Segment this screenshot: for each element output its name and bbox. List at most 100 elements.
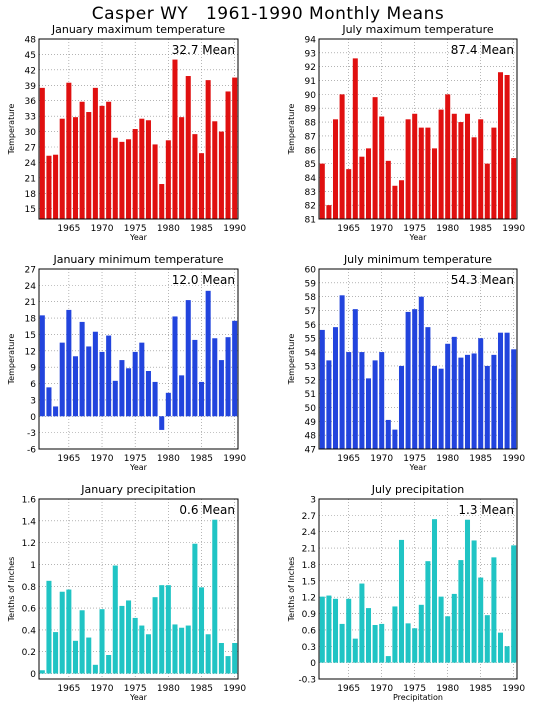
bar bbox=[53, 632, 59, 674]
bar bbox=[326, 595, 332, 663]
x-axis-label: Year bbox=[129, 693, 148, 702]
bar bbox=[66, 589, 72, 674]
bar bbox=[92, 87, 98, 219]
bar bbox=[339, 623, 345, 663]
y-tick-label: 36 bbox=[25, 97, 37, 107]
bar bbox=[172, 624, 178, 674]
bar bbox=[99, 105, 105, 219]
bar bbox=[332, 598, 339, 663]
bar bbox=[491, 557, 497, 663]
bar bbox=[339, 295, 345, 449]
bar bbox=[332, 327, 339, 449]
x-tick-label: 1975 bbox=[403, 684, 426, 694]
bar bbox=[511, 349, 517, 449]
bar bbox=[504, 75, 510, 219]
bar bbox=[412, 309, 418, 449]
bar bbox=[392, 429, 398, 449]
y-tick-label: 88 bbox=[305, 119, 317, 129]
bar bbox=[132, 617, 138, 674]
bar bbox=[119, 605, 125, 674]
y-tick-label: 30 bbox=[25, 128, 37, 138]
bar bbox=[405, 119, 411, 219]
y-tick-label: -3 bbox=[27, 429, 36, 439]
bar bbox=[152, 597, 158, 674]
y-tick-label: 84 bbox=[305, 174, 317, 184]
x-tick-label: 1990 bbox=[223, 454, 246, 464]
mean-label: 54.3 Mean bbox=[451, 273, 514, 287]
y-tick-label: 27 bbox=[25, 266, 36, 276]
x-tick-label: 1965 bbox=[57, 684, 80, 694]
bar bbox=[398, 539, 405, 663]
bar bbox=[326, 360, 332, 449]
plot-frame bbox=[318, 38, 518, 220]
bar bbox=[418, 604, 424, 663]
y-tick-label: 92 bbox=[305, 63, 316, 73]
bar bbox=[359, 352, 365, 449]
bar bbox=[112, 565, 118, 674]
bar bbox=[385, 419, 391, 449]
x-tick-label: 1970 bbox=[370, 684, 393, 694]
bar bbox=[425, 561, 431, 663]
y-tick-label: 49 bbox=[305, 418, 317, 428]
chart-title: January maximum temperature bbox=[51, 23, 225, 36]
x-tick-label: 1985 bbox=[469, 684, 492, 694]
x-tick-label: 1980 bbox=[436, 684, 459, 694]
x-axis-label: Year bbox=[409, 463, 428, 472]
bar bbox=[225, 91, 231, 219]
bar bbox=[491, 354, 497, 449]
y-tick-label: 0.8 bbox=[22, 583, 37, 593]
plot-frame bbox=[38, 38, 239, 220]
bar bbox=[185, 300, 191, 417]
y-tick-label: 15 bbox=[25, 205, 36, 215]
x-tick-label: 1990 bbox=[502, 454, 525, 464]
bar bbox=[165, 392, 171, 417]
bar bbox=[46, 155, 52, 219]
y-tick-label: 47 bbox=[305, 446, 316, 456]
bar bbox=[346, 169, 352, 219]
y-tick-label: 27 bbox=[25, 144, 36, 154]
bar bbox=[99, 609, 105, 674]
y-tick-label: 1.5 bbox=[302, 577, 316, 587]
bar bbox=[225, 656, 231, 674]
x-tick-label: 1990 bbox=[502, 224, 525, 234]
y-tick-label: 39 bbox=[25, 82, 37, 92]
mean-label: 32.7 Mean bbox=[172, 43, 235, 57]
bar bbox=[106, 101, 112, 219]
x-tick-label: 1985 bbox=[469, 224, 492, 234]
y-tick-label: 48 bbox=[25, 36, 37, 46]
y-tick-label: 0 bbox=[30, 670, 36, 680]
bar bbox=[379, 116, 385, 219]
bar bbox=[497, 332, 504, 449]
bar bbox=[192, 339, 198, 417]
bar bbox=[99, 351, 105, 417]
y-tick-label: 90 bbox=[305, 91, 317, 101]
x-axis-label: Year bbox=[409, 233, 428, 242]
y-tick-label: 52 bbox=[305, 376, 316, 386]
y-tick-label: 0.4 bbox=[22, 626, 37, 636]
y-tick-label: 33 bbox=[25, 113, 36, 123]
x-tick-label: 1985 bbox=[190, 224, 213, 234]
x-tick-label: 1985 bbox=[469, 454, 492, 464]
bar bbox=[86, 346, 92, 417]
y-tick-label: 1 bbox=[30, 561, 36, 571]
bar bbox=[352, 58, 358, 219]
bar bbox=[379, 623, 385, 663]
y-tick-label: 15 bbox=[25, 331, 36, 341]
x-tick-label: 1965 bbox=[57, 224, 80, 234]
bar bbox=[66, 309, 72, 417]
bar bbox=[346, 598, 352, 663]
bar bbox=[438, 368, 444, 449]
y-tick-label: 0.6 bbox=[302, 626, 317, 636]
bar bbox=[212, 519, 218, 674]
bar bbox=[365, 148, 372, 219]
x-tick-label: 1970 bbox=[91, 454, 114, 464]
bar bbox=[412, 628, 418, 663]
bar bbox=[86, 112, 92, 219]
y-tick-label: -6 bbox=[27, 446, 36, 456]
chart-title: January minimum temperature bbox=[52, 253, 223, 266]
bar bbox=[392, 606, 398, 663]
bar bbox=[72, 356, 78, 417]
bar bbox=[218, 360, 224, 417]
x-tick-label: 1990 bbox=[223, 684, 246, 694]
chart-title: July minimum temperature bbox=[343, 253, 492, 266]
